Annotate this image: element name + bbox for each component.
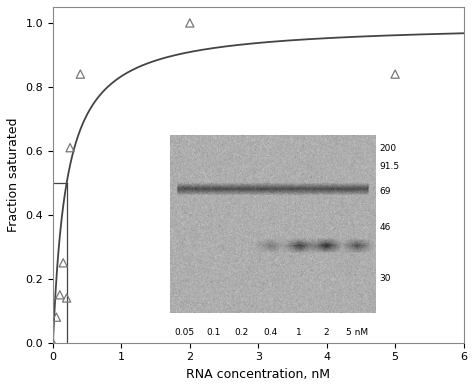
Y-axis label: Fraction saturated: Fraction saturated	[7, 118, 20, 232]
Point	[66, 145, 74, 151]
Text: 2: 2	[323, 327, 329, 337]
Point	[63, 295, 71, 301]
Text: 0.2: 0.2	[235, 327, 249, 337]
Point	[59, 260, 67, 266]
Point	[53, 314, 60, 320]
Text: 0.4: 0.4	[264, 327, 278, 337]
Text: 1: 1	[296, 327, 302, 337]
Text: 0.05: 0.05	[174, 327, 194, 337]
X-axis label: RNA concentration, nM: RNA concentration, nM	[186, 368, 330, 381]
Point	[49, 340, 57, 346]
Point	[186, 20, 193, 26]
Text: 46: 46	[379, 223, 391, 232]
Text: 69: 69	[379, 187, 391, 196]
Point	[392, 71, 399, 77]
Text: 30: 30	[379, 274, 391, 283]
Text: 5 nM: 5 nM	[346, 327, 368, 337]
Text: 91.5: 91.5	[379, 162, 400, 171]
Point	[77, 71, 84, 77]
Point	[56, 292, 64, 298]
Text: 200: 200	[379, 144, 397, 153]
Text: 0.1: 0.1	[206, 327, 220, 337]
